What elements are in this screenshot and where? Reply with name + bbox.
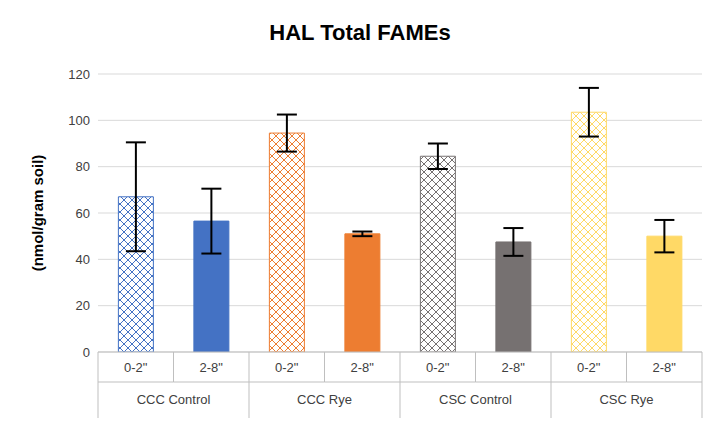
svg-text:CSC Rye: CSC Rye [599, 392, 653, 407]
svg-text:0-2": 0-2" [124, 360, 148, 375]
svg-text:2-8": 2-8" [200, 360, 224, 375]
svg-text:0-2": 0-2" [577, 360, 601, 375]
svg-text:0: 0 [83, 345, 90, 360]
svg-text:120: 120 [68, 67, 90, 82]
svg-text:CCC Control: CCC Control [137, 392, 211, 407]
svg-text:80: 80 [76, 159, 90, 174]
html-text:HAL Total FAMEs: HAL Total FAMEs [269, 20, 451, 45]
svg-text:CCC Rye: CCC Rye [297, 392, 352, 407]
svg-text:CSC Control: CSC Control [439, 392, 512, 407]
svg-text:40: 40 [76, 252, 90, 267]
svg-text:2-8": 2-8" [502, 360, 526, 375]
svg-text:0-2": 0-2" [426, 360, 450, 375]
svg-text:20: 20 [76, 298, 90, 313]
svg-text:(nmol/gram soil): (nmol/gram soil) [29, 155, 46, 272]
svg-text:2-8": 2-8" [653, 360, 677, 375]
svg-text:60: 60 [76, 206, 90, 221]
svg-text:2-8": 2-8" [351, 360, 375, 375]
svg-text:0-2": 0-2" [275, 360, 299, 375]
svg-text:100: 100 [68, 113, 90, 128]
